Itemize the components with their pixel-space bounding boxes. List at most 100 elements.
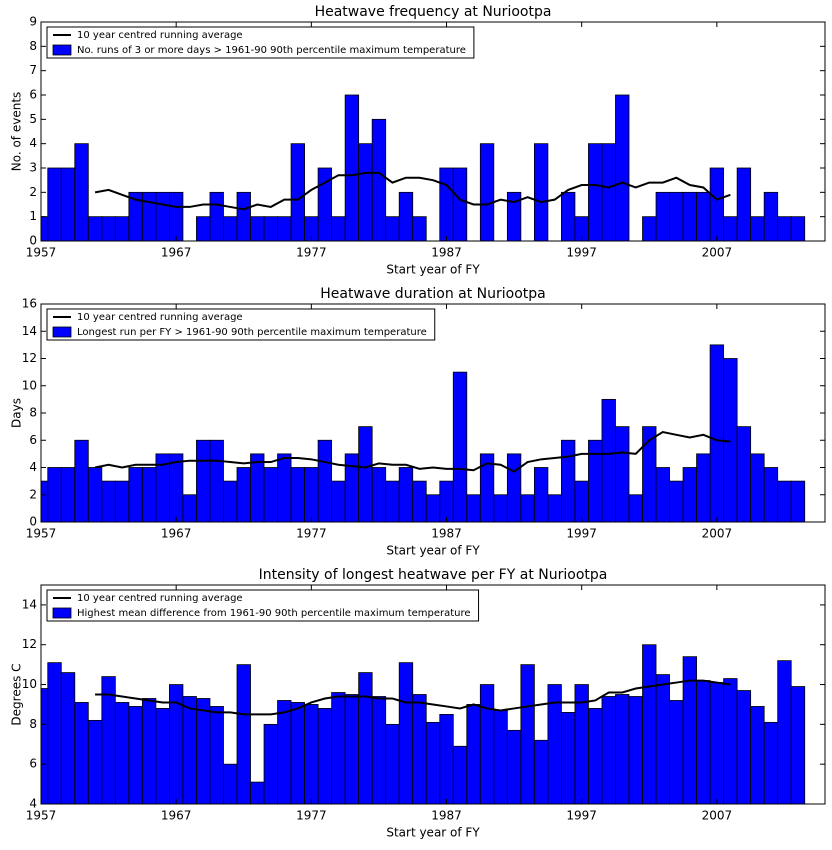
legend-label: 10 year centred running average — [77, 312, 243, 323]
chart-title: Heatwave duration at Nuriootpa — [320, 286, 546, 302]
bar — [655, 467, 670, 522]
bar — [466, 704, 481, 804]
bar — [385, 723, 400, 804]
bar — [236, 664, 251, 804]
bar — [439, 714, 454, 804]
bar — [250, 453, 265, 522]
bar — [561, 191, 576, 241]
bar — [709, 167, 725, 241]
bar — [506, 453, 522, 522]
y-tick-label: 2 — [29, 487, 37, 501]
y-tick-label: 4 — [29, 136, 37, 150]
bar — [290, 702, 305, 804]
bar — [344, 453, 360, 522]
bar — [588, 143, 603, 241]
y-tick-label: 0 — [29, 515, 37, 529]
bar — [87, 216, 103, 241]
y-tick-label: 14 — [22, 324, 37, 338]
bar — [331, 216, 346, 241]
bar — [425, 721, 441, 804]
bar — [682, 656, 697, 804]
bar — [371, 118, 387, 241]
y-tick-label: 4 — [29, 797, 37, 811]
bar — [74, 143, 89, 241]
bar — [452, 167, 468, 241]
bar — [750, 216, 765, 241]
bar — [263, 216, 278, 241]
y-tick-label: 6 — [29, 88, 37, 102]
bar — [479, 143, 495, 241]
bar — [736, 690, 752, 804]
bar — [736, 426, 752, 522]
bar — [290, 143, 305, 241]
bar — [615, 694, 630, 804]
bar — [398, 191, 414, 241]
bar — [371, 467, 387, 522]
bar — [196, 216, 211, 241]
y-tick-label: 12 — [22, 637, 37, 651]
bar — [358, 672, 373, 804]
bar — [263, 467, 278, 522]
bar — [304, 467, 319, 522]
x-tick-label: 1997 — [566, 527, 597, 541]
y-tick-label: 14 — [22, 597, 37, 611]
bar — [155, 191, 170, 241]
bar — [506, 729, 522, 804]
chart-title: Heatwave frequency at Nuriootpa — [315, 4, 552, 20]
bar — [601, 696, 616, 804]
bar — [182, 696, 197, 804]
x-axis-label: Start year of FY — [386, 826, 480, 840]
bar — [114, 480, 130, 522]
bar — [141, 698, 157, 804]
legend-label: No. runs of 3 or more days > 1961-90 90t… — [77, 45, 466, 56]
legend-label: Longest run per FY > 1961-90 90th percen… — [77, 327, 427, 338]
bar — [74, 439, 89, 522]
bar — [655, 191, 670, 241]
bar — [642, 216, 657, 241]
bar — [696, 453, 711, 522]
bar — [601, 143, 616, 241]
bar — [87, 467, 103, 522]
bar — [128, 706, 143, 804]
bar — [547, 494, 562, 522]
bar — [561, 439, 576, 522]
bar — [533, 467, 549, 522]
x-tick-label: 1967 — [161, 809, 192, 823]
y-axis-label: No. of events — [10, 92, 24, 172]
bar — [412, 480, 427, 522]
y-axis-label: Days — [10, 398, 24, 428]
bar — [790, 480, 806, 522]
bar — [74, 702, 89, 804]
x-tick-label: 1987 — [431, 246, 462, 260]
bar — [331, 692, 346, 804]
bar — [47, 467, 62, 522]
bar — [101, 216, 116, 241]
bar — [588, 439, 603, 522]
axes-frame — [40, 584, 826, 805]
bar — [723, 678, 738, 804]
legend-swatch — [52, 607, 72, 619]
bar — [479, 453, 495, 522]
bar — [682, 467, 697, 522]
x-tick-label: 1957 — [26, 809, 57, 823]
bar — [398, 467, 414, 522]
y-tick-label: 12 — [22, 351, 37, 365]
plot-area — [41, 94, 806, 241]
x-tick-label: 1957 — [26, 246, 57, 260]
bar — [533, 143, 549, 241]
bar — [777, 216, 792, 241]
bar — [561, 712, 576, 804]
y-tick-label: 0 — [29, 234, 37, 248]
x-tick-label: 2007 — [702, 809, 733, 823]
bar — [439, 167, 454, 241]
bar — [682, 191, 697, 241]
bar — [398, 662, 414, 804]
bar — [358, 426, 373, 522]
legend-box — [46, 589, 480, 622]
bar — [344, 94, 360, 241]
y-tick-label: 2 — [29, 185, 37, 199]
bar — [425, 494, 441, 522]
bar — [223, 480, 238, 522]
bar — [777, 480, 792, 522]
